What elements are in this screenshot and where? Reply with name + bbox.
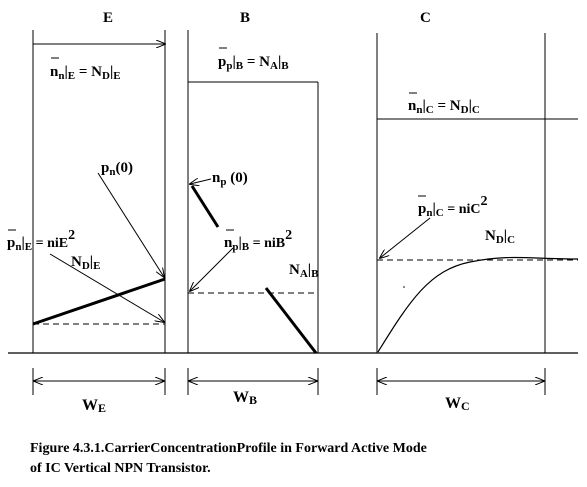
region-title-emitter: E: [103, 10, 113, 26]
collector-majority-label: nn|C = ND|C: [408, 98, 480, 116]
emitter-minority-profile: [32, 277, 166, 326]
collector-minority-denominator: ND|C: [485, 228, 515, 246]
region-title-base: B: [240, 10, 250, 26]
caption-line-2: of IC Vertical NPN Transistor.: [30, 461, 211, 476]
pn0-label: pn(0): [101, 160, 133, 178]
collector-minority-numerator: pn|C = niC2: [418, 194, 488, 219]
base-minority-profile-lower: [264, 287, 318, 354]
base-majority-label: pp|B = NA|B: [218, 54, 289, 72]
wc-label: WC: [445, 395, 470, 413]
caption-line-1: Figure 4.3.1.CarrierConcentrationProfile…: [30, 441, 427, 456]
base-minority-pointer-arrow: [190, 247, 234, 291]
wb-label: WB: [233, 389, 257, 407]
stray-dot: [403, 286, 405, 288]
region-title-collector: C: [420, 10, 431, 26]
collector-minority-pointer-arrow: [380, 217, 431, 258]
emitter-majority-label: nn|E = ND|E: [50, 64, 121, 82]
emitter-minority-numerator: pn|E = niE2: [7, 228, 75, 253]
base-minority-numerator: np|B = niB2: [224, 228, 292, 253]
base-minority-denominator: NA|B: [289, 262, 319, 280]
collector-minority-curve: [377, 256, 579, 353]
pn0-pointer-arrow: [97, 172, 164, 277]
np0-label: np (0): [212, 170, 248, 188]
emitter-minority-pointer-arrow: [49, 253, 164, 322]
we-label: WE: [82, 397, 106, 415]
base-minority-profile-upper: [190, 185, 220, 228]
np0-pointer-arrow: [190, 179, 212, 184]
emitter-minority-denominator: ND|E: [71, 254, 100, 272]
